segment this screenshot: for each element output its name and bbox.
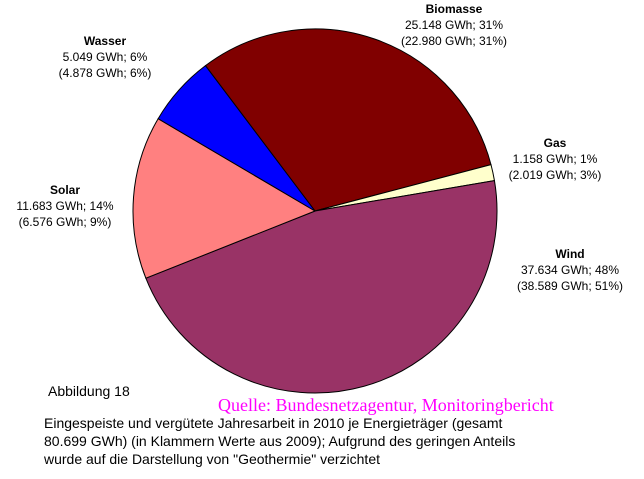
slice-name: Gas (544, 136, 567, 150)
value-label: 37.634 GWh; 48% (521, 263, 619, 277)
pie-slice (157, 64, 316, 212)
caption-line: wurde auf die Darstellung von "Geothermi… (43, 451, 380, 467)
pie (132, 28, 498, 394)
value-label: 11.683 GWh; 14% (16, 199, 113, 213)
value-label: 1.158 GWh; 1% (513, 152, 598, 166)
value-label-2009: (6.576 GWh; 9%) (19, 215, 112, 229)
caption-line: 80.699 GWh) (in Klammern Werte aus 2009)… (44, 433, 515, 449)
value-label-2009: (2.019 GWh; 3%) (509, 168, 602, 182)
value-label: 5.049 GWh; 6% (63, 50, 148, 64)
source: Quelle: Bundesnetzagentur, Monitoringber… (218, 395, 554, 415)
caption-line: Eingespeiste und vergütete Jahresarbeit … (44, 415, 503, 431)
figure-label: Abbildung 18 (48, 383, 130, 399)
value-label-2009: (4.878 GWh; 6%) (59, 66, 152, 80)
value-label-2009: (38.589 GWh; 51%) (517, 279, 623, 293)
value-label-2009: (22.980 GWh; 31%) (401, 34, 507, 48)
pie-slice (204, 28, 492, 212)
slice-name: Biomasse (426, 2, 483, 16)
slice-name: Solar (50, 183, 80, 197)
slice-name: Wasser (84, 34, 127, 48)
pie-slice (145, 180, 498, 394)
slice-name: Wind (555, 247, 584, 261)
value-label: 25.148 GWh; 31% (405, 18, 503, 32)
pie-slice (132, 118, 317, 279)
